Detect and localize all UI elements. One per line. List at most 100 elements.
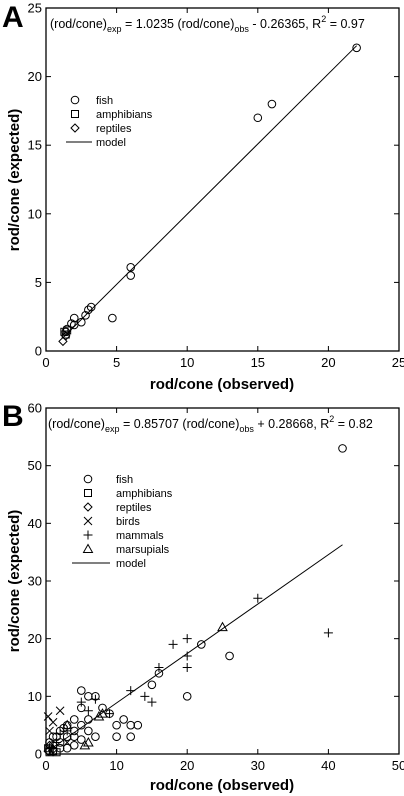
panel-a-fish-point	[253, 113, 263, 123]
panel-a-fish-point	[81, 311, 90, 320]
panel-a-ticks: 0 5 10 15 20 25 0 5 10 15 20 25	[28, 1, 404, 371]
panel-a-x-tick-label: 0	[42, 355, 49, 370]
panel-b-birds-point	[45, 726, 54, 736]
panel-b-mammals-point	[182, 634, 192, 644]
panel-b-marsupials-point	[93, 710, 105, 721]
panel-a-x-tick-label: 5	[113, 355, 120, 370]
panel-a-model-fit-line	[62, 45, 357, 339]
panel-a-x-tick-label: 25	[392, 355, 404, 370]
panel-b-model-line	[47, 544, 343, 752]
legend-a-amphibians-marker	[71, 110, 79, 118]
panel-a-fish-point	[86, 302, 96, 312]
legend-b-birds: birds	[83, 516, 140, 528]
panel-a-fish-point	[126, 271, 136, 280]
panel-b-x-tick-label: 0	[42, 758, 49, 773]
panel-b-birds-point	[48, 717, 58, 727]
panel-b-mammals-point	[62, 726, 72, 736]
panel-a-fish-point	[126, 263, 136, 272]
legend-a-model: model	[66, 137, 126, 149]
panel-a-x-axis-title: rod/cone (observed)	[150, 376, 294, 393]
legend-b-birds-label: birds	[116, 516, 140, 528]
panel-b-x-tick-label: 10	[109, 758, 123, 773]
panel-b-y-tick-label: 30	[28, 574, 42, 589]
legend-b-mammals-label: mammals	[116, 530, 164, 542]
panel-b-fish-point	[112, 720, 121, 730]
legend-a-reptiles-label: reptiles	[96, 123, 132, 135]
panel-b-fish-point	[91, 732, 100, 742]
legend-b-reptiles-marker	[83, 502, 93, 512]
panel-b-fish-point	[69, 741, 79, 750]
panel-a-fish-point	[352, 43, 361, 53]
panel-b-birds-point	[43, 712, 53, 721]
legend-b-mammals-marker	[83, 530, 93, 540]
panel-b-mammals-point	[83, 706, 93, 716]
panel-b-y-axis-title: rod/cone (expected)	[6, 510, 23, 653]
panel-b-fish-point	[77, 720, 86, 730]
panel-b-y-tick-label: 50	[28, 458, 42, 473]
panel-b-marsupials-point	[97, 708, 108, 718]
legend-a-fish-marker	[70, 95, 80, 105]
legend-a-model-label: model	[96, 137, 126, 149]
panel-b-fish-point	[62, 743, 72, 753]
panel-a-amphibians-point	[60, 327, 69, 336]
legend-b-model: model	[72, 558, 146, 570]
panel-b-mammals-point	[182, 663, 192, 672]
panel-a-y-tick-label: 20	[28, 69, 42, 84]
panel-b-y-tick-label: 60	[28, 401, 42, 416]
legend-b-fish-marker	[83, 474, 93, 484]
legend-b-reptiles: reptiles	[83, 502, 152, 514]
panel-a-plot-frame	[45, 7, 400, 352]
panel-b-letter: B	[2, 400, 24, 433]
panel-b-fish-point	[69, 715, 79, 724]
panel-b-mammals-point	[126, 686, 136, 696]
panel-b-marsupials-point	[79, 739, 91, 750]
legend-b-birds-marker	[83, 516, 93, 526]
legend-a-amphibians: amphibians	[71, 109, 153, 121]
panel-b-fish-point	[182, 692, 192, 701]
panel-a-y-tick-label: 15	[28, 138, 42, 153]
panel-a-x-tick-label: 10	[180, 355, 194, 370]
panel-b-marsupials-point	[217, 621, 228, 632]
panel-b-fish-point	[77, 686, 86, 695]
panel-a-amphibians-point	[61, 330, 70, 339]
panel-a-y-tick-label: 10	[28, 206, 42, 221]
legend-b-fish: fish	[83, 474, 133, 486]
legend-a-reptiles-marker	[70, 123, 80, 133]
panel-b-mammals-point	[52, 737, 62, 747]
panel-a-fish-point	[267, 99, 277, 109]
panel-b-model-fit-line	[47, 544, 343, 752]
panel-b-y-tick-label: 0	[35, 747, 42, 762]
legend-a-amphibians-label: amphibians	[96, 109, 153, 121]
panel-b-mammals-point	[253, 593, 263, 603]
panel-b-mammals-point	[105, 709, 115, 719]
panel-b-mammals-point	[140, 691, 150, 701]
panel-a-letter: A	[2, 1, 24, 34]
panel-b-mammals-point	[55, 729, 65, 739]
panel-b-y-tick-label: 20	[28, 631, 42, 646]
panel-b-fish-point	[225, 651, 234, 661]
panel-a-x-tick-label: 20	[321, 355, 335, 370]
panel-a-fish-point	[67, 319, 76, 328]
panel-b-fish-point	[84, 715, 93, 724]
panel-b-ticks: 0 10 20 30 40 50 0 10 20 30 40 50 60	[28, 401, 404, 774]
panel-b-x-tick-label: 20	[180, 758, 194, 773]
panel-b-fish-point	[98, 703, 107, 713]
panel-b-x-tick-label: 50	[392, 758, 404, 773]
legend-b-reptiles-label: reptiles	[116, 502, 152, 514]
panel-a-fish-point	[108, 313, 117, 323]
panel-a-legend: fish amphibians reptiles model	[66, 95, 153, 149]
panel-b-x-tick-label: 40	[321, 758, 335, 773]
panel-b-fish-point	[69, 732, 79, 742]
panel-a-y-tick-label: 25	[28, 1, 42, 16]
panel-b: B (rod/cone)exp = 0.85707 (rod/cone)obs …	[2, 400, 404, 794]
panel-b-legend: fish amphibians reptiles birds mammals m…	[72, 474, 173, 570]
legend-b-marsupials-marker	[82, 543, 94, 553]
legend-a-fish-label: fish	[96, 95, 113, 107]
legend-a-reptiles: reptiles	[70, 123, 132, 135]
panel-a-reptiles-point	[58, 336, 68, 347]
legend-b-amphibians-label: amphibians	[116, 488, 173, 500]
legend-b-amphibians-marker	[84, 489, 92, 497]
panel-b-fish-point	[133, 720, 143, 730]
panel-b-fish-point	[126, 720, 136, 730]
